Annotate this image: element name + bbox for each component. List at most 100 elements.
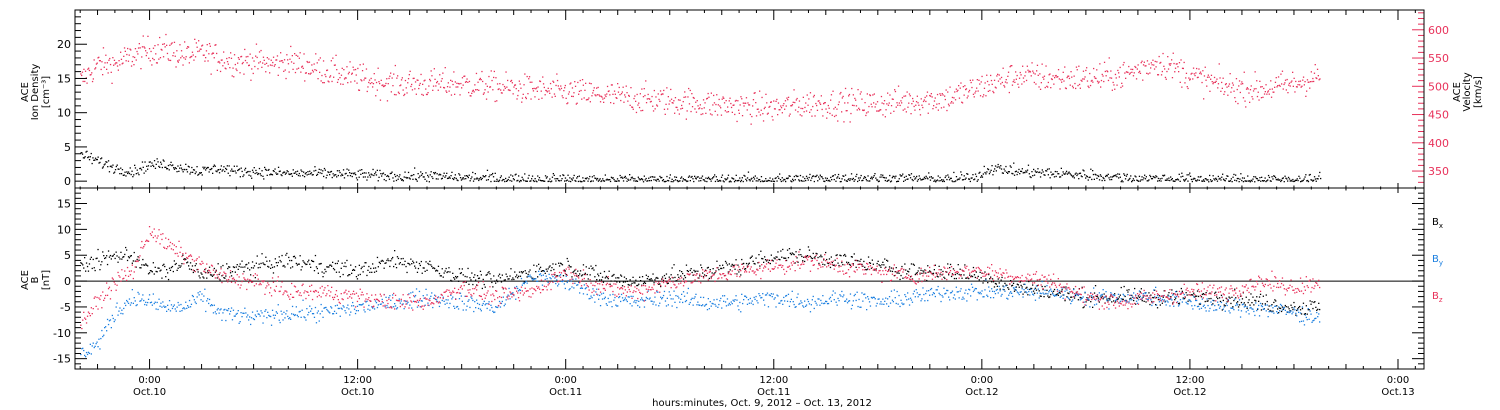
by-series-point [84,354,86,357]
density-series-point [265,169,267,171]
velocity-series-point [512,93,514,95]
bx-series-point [612,274,614,277]
velocity-series-point [245,56,247,58]
density-series-point [496,178,498,180]
bx-series-point [466,276,468,278]
velocity-series-point [1283,83,1285,86]
velocity-series-point [296,68,298,70]
velocity-series-point [687,96,689,98]
density-series-point [416,180,418,182]
bx-series-point [1196,295,1198,297]
velocity-series-point [914,109,916,111]
by-series-point [515,298,517,300]
bx-series-point [521,272,523,274]
density-series-point [158,165,160,168]
bx-series-point [277,261,279,264]
bx-series-point [1187,300,1189,302]
velocity-series-point [990,74,992,77]
velocity-series-point [599,101,602,103]
bx-series-point [599,279,601,281]
by-series-point [615,304,617,306]
density-series-point [646,180,648,182]
density-series-point [1242,181,1245,183]
velocity-series-point [647,93,649,96]
bx-series-point [724,260,727,263]
velocity-series-point [189,56,191,59]
velocity-series-point [482,80,484,83]
velocity-series-point [1009,66,1011,68]
by-series-point [593,294,595,296]
density-series-point [983,165,985,168]
bx-series-point [276,265,278,267]
velocity-series-point [1266,93,1268,95]
density-series-point [627,178,629,180]
density-series-point [307,171,309,173]
density-series-point [258,167,261,170]
by-series-point [134,300,136,302]
by-series-point [258,313,260,315]
density-series-point [570,178,573,180]
by-series-point [414,296,416,298]
density-series-point [823,180,825,182]
density-series-point [492,176,495,178]
bx-series-point [816,253,818,255]
by-series-point [171,307,174,310]
bx-series-point [1207,300,1209,302]
density-series-point [260,174,262,177]
velocity-series-point [542,76,544,78]
velocity-series-point [916,95,918,97]
velocity-series-point [531,81,533,83]
density-series-point [867,175,869,177]
velocity-series-point [695,111,698,113]
density-series-point [212,165,215,168]
density-series-point [267,169,269,171]
velocity-series-point [129,48,131,50]
density-series-point [995,170,997,172]
by-series-point [538,270,540,272]
density-series-point [622,180,625,182]
velocity-series-point [756,108,758,110]
density-series-point [362,172,364,174]
by-series-point [502,296,504,298]
velocity-series-point [1111,89,1113,91]
bx-series-point [208,272,210,274]
by-series-point [332,313,335,315]
density-series-point [210,168,212,171]
velocity-series-point [658,98,660,101]
velocity-series-point [305,72,307,74]
density-series-point [1217,175,1219,178]
velocity-series-point [521,101,523,103]
velocity-series-point [280,52,282,54]
density-series-point [738,179,740,182]
density-series-point [429,174,431,176]
bx-series-point [498,273,501,275]
density-series-point [753,176,755,178]
bx-series-point [371,271,373,273]
by-series-point [106,318,109,321]
bx-series-point [824,264,826,266]
density-series-point [462,177,464,179]
velocity-series-point [254,65,256,68]
velocity-series-point [774,108,776,110]
density-series-point [361,169,363,171]
bx-series-point [564,270,566,272]
bx-series-point [991,278,994,280]
velocity-series-point [819,103,822,105]
density-series-point [102,166,104,168]
velocity-series-point [825,108,827,110]
velocity-series-point [566,103,568,105]
velocity-series-point [364,77,366,79]
velocity-series-point [1273,91,1275,93]
bx-series-point [802,260,804,262]
velocity-series-point [1231,87,1233,89]
density-series-point [1093,178,1095,180]
density-series-point [440,178,443,180]
velocity-series-point [1099,63,1101,65]
bx-series-point [265,256,267,258]
density-series-point [92,157,94,159]
velocity-series-point [179,44,181,46]
velocity-series-point [987,90,989,92]
by-series-point [446,302,448,304]
velocity-series-point [656,104,658,106]
bx-series-point [1199,303,1202,305]
